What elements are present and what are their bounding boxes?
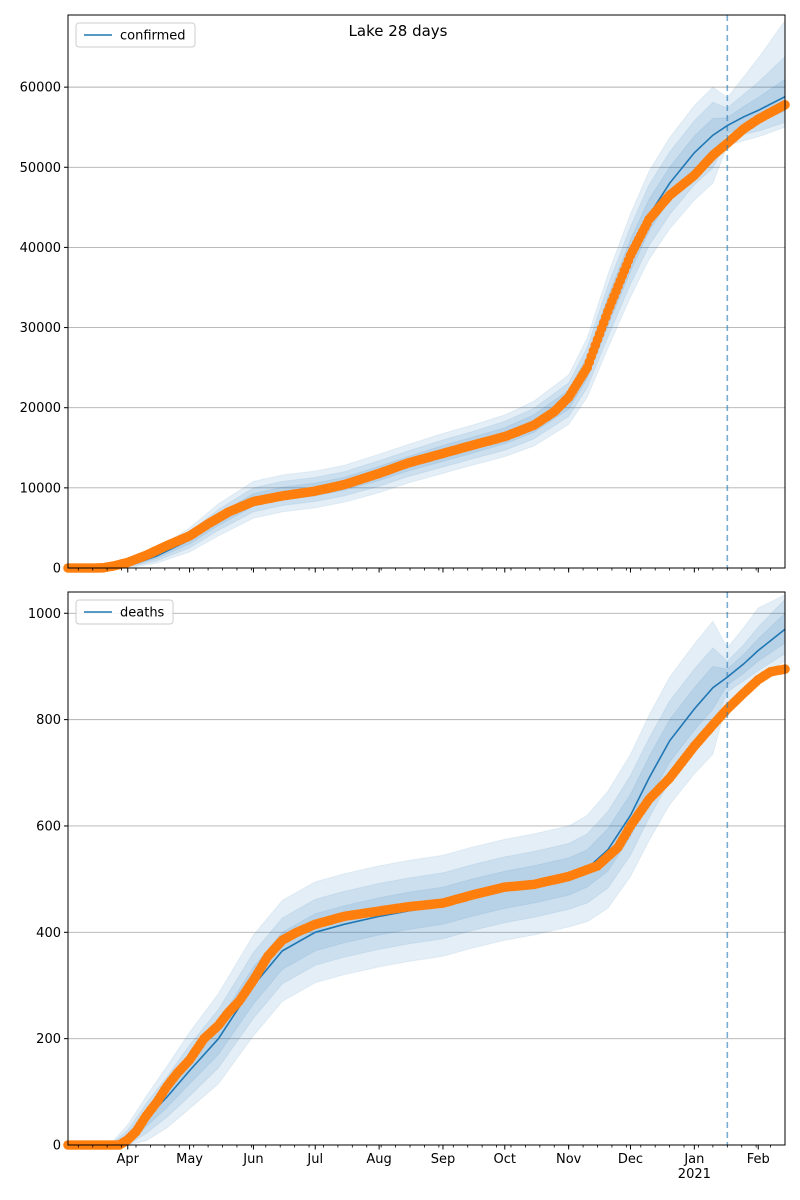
x-year-label: 2021	[678, 1167, 711, 1182]
x-tick-label: Sep	[431, 1152, 456, 1167]
x-tick-label: Jan	[683, 1152, 704, 1167]
y-tick-label: 600	[36, 819, 61, 834]
y-tick-label: 0	[53, 1139, 61, 1154]
x-tick-label: Jun	[242, 1152, 263, 1167]
panel-1: 0 10000 20000 30000 40000 50000 60000 confirmed	[20, 14, 790, 577]
x-tick-label: Aug	[366, 1152, 391, 1167]
y-tick-label: 10000	[20, 481, 61, 496]
x-tick-label: Apr	[117, 1152, 140, 1167]
x-tick-label: Feb	[747, 1152, 770, 1167]
axes-frame	[67, 14, 786, 569]
x-tick-label: Nov	[556, 1152, 582, 1167]
panel-2: 0 200 400 600 800 1000 Apr May Jun Jul Aug Sep Oct No…	[28, 591, 790, 1182]
legend-label: deaths	[120, 606, 165, 621]
y-tick-label: 60000	[20, 81, 61, 96]
legend-box	[75, 599, 174, 625]
x-tick-label: May	[176, 1152, 203, 1167]
y-tick-label: 30000	[20, 321, 61, 336]
y-tick-label: 400	[36, 926, 61, 941]
axes-frame	[67, 591, 786, 1146]
y-tick-label: 0	[53, 562, 61, 577]
x-tick-label: Jul	[306, 1152, 323, 1167]
y-tick-label: 20000	[20, 401, 61, 416]
y-tick-label: 1000	[28, 607, 61, 622]
x-tick-label: Oct	[494, 1152, 516, 1167]
x-tick-label: Dec	[618, 1152, 643, 1167]
legend-box	[75, 22, 196, 48]
confidence-band-outer	[67, 593, 786, 1146]
y-tick-label: 200	[36, 1032, 61, 1047]
figure-title: Lake 28 days	[349, 22, 448, 40]
legend-label: confirmed	[120, 29, 186, 44]
y-tick-label: 40000	[20, 241, 61, 256]
confidence-band-outer	[67, 19, 786, 569]
y-tick-label: 50000	[20, 161, 61, 176]
y-tick-label: 800	[36, 713, 61, 728]
